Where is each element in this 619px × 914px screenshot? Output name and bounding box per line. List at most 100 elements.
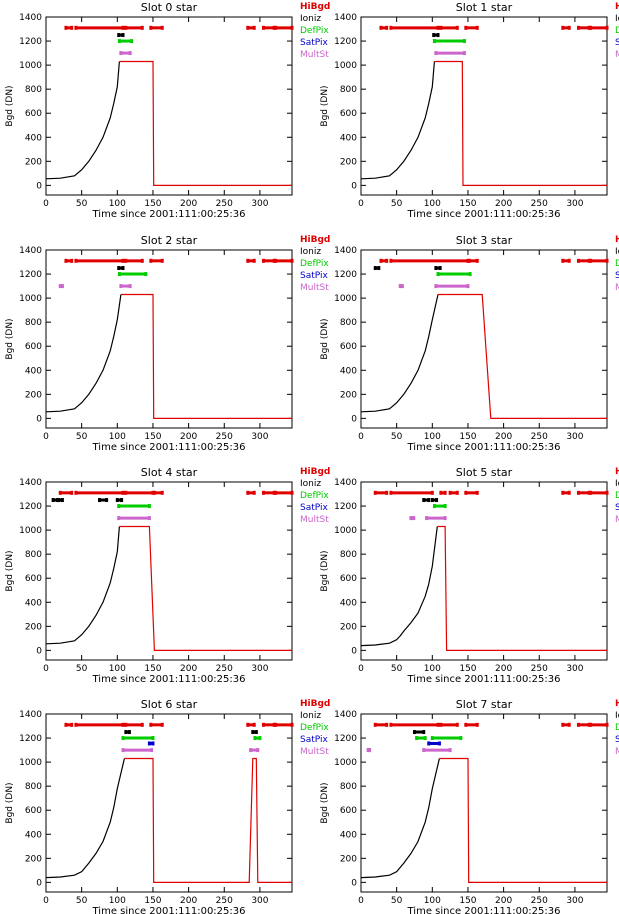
flag-bar-end-hibgd [455, 25, 459, 30]
y-tick-label: 400 [25, 133, 42, 143]
flag-bar-end-hibgd [373, 722, 377, 727]
flag-bar-end-defpix [117, 272, 121, 277]
flag-bar-end-hibgd [385, 25, 389, 30]
y-tick-label: 200 [25, 854, 42, 864]
plot-frame [45, 713, 293, 893]
x-tick-label: 200 [180, 432, 197, 442]
y-tick-label: 800 [340, 782, 357, 792]
flag-bar-end-hibgd [605, 25, 609, 30]
flag-bar-end-hibgd [605, 722, 609, 727]
flag-bar-end-multst [121, 748, 125, 753]
y-tick-label: 0 [351, 181, 357, 191]
x-tick-label: 100 [109, 896, 126, 906]
flag-bar-end-hibgd [121, 258, 125, 263]
y-tick-label: 800 [25, 85, 42, 95]
y-tick-label: 200 [25, 622, 42, 632]
legend-defpix: DefPix [615, 491, 619, 501]
x-tick-label: 150 [144, 664, 161, 674]
x-tick-label: 200 [495, 896, 512, 906]
x-tick-label: 50 [76, 896, 88, 906]
y-tick-label: 400 [25, 366, 42, 376]
x-tick-label: 300 [251, 432, 268, 442]
x-tick-label: 150 [459, 664, 476, 674]
flag-bar-end-hibgd [439, 722, 443, 727]
x-tick-label: 150 [144, 432, 161, 442]
flag-bar-end-hibgd [160, 490, 164, 495]
flag-bar-end-defpix [462, 39, 466, 44]
legend-defpix: DefPix [300, 26, 329, 36]
plot-title: Slot 1 star [456, 1, 513, 14]
x-tick-label: 100 [424, 432, 441, 442]
flag-bar-end-hibgd [124, 490, 128, 495]
legend-defpix: DefPix [300, 259, 329, 269]
legend-hibgd: HiBgd [300, 235, 330, 245]
flag-bar-end-hibgd [379, 258, 383, 263]
y-tick-label: 1400 [19, 13, 42, 23]
flag-bar-end-hibgd [467, 258, 471, 263]
y-tick-label: 1200 [19, 734, 42, 744]
y-axis-label: Bgd (DN) [320, 782, 330, 823]
legend-ioniz: Ioniz [300, 14, 321, 24]
y-tick-label: 800 [25, 782, 42, 792]
legend-satpix: SatPix [615, 38, 619, 48]
y-tick-label: 0 [351, 646, 357, 656]
y-tick-label: 1000 [19, 526, 42, 536]
flag-bar-end-defpix [117, 504, 121, 509]
flag-bar-end-hibgd [274, 258, 278, 263]
x-axis-label: Time since 2001:111:00:25:36 [407, 442, 561, 453]
flag-bar-end-hibgd [373, 490, 377, 495]
y-tick-label: 1200 [334, 270, 357, 280]
plot-frame [45, 481, 293, 661]
y-tick-label: 1400 [19, 478, 42, 488]
flag-bar-end-ioniz [117, 266, 121, 271]
x-tick-label: 50 [76, 199, 88, 209]
flag-bar-end-satpix [427, 741, 431, 746]
background-curve-nominal [45, 758, 125, 879]
plot-title: Slot 6 star [141, 698, 198, 711]
y-tick-label: 200 [340, 157, 357, 167]
flag-bar-end-hibgd [475, 490, 479, 495]
flag-bar-end-satpix [437, 741, 441, 746]
flag-bar-end-hibgd [589, 490, 593, 495]
flag-bar-end-multst [443, 516, 447, 521]
legend-satpix: SatPix [300, 735, 328, 745]
y-tick-label: 1200 [334, 734, 357, 744]
background-curve-flagged [438, 293, 607, 419]
x-tick-label: 150 [459, 896, 476, 906]
flag-bar-end-ioniz [427, 498, 431, 503]
flag-bar-end-defpix [459, 736, 463, 741]
y-tick-label: 400 [25, 598, 42, 608]
y-tick-label: 1200 [19, 270, 42, 280]
x-tick-label: 100 [424, 896, 441, 906]
y-tick-label: 600 [25, 109, 42, 119]
flag-bar-end-hibgd [379, 25, 383, 30]
legend-multst: MultSt [300, 515, 329, 525]
y-tick-label: 1200 [19, 37, 42, 47]
flag-bar-end-hibgd [70, 258, 74, 263]
background-curve-flagged [120, 293, 292, 419]
y-tick-label: 800 [25, 550, 42, 560]
legend-satpix: SatPix [300, 38, 328, 48]
flag-bar-end-hibgd [561, 25, 565, 30]
x-tick-label: 250 [216, 432, 233, 442]
x-tick-label: 100 [109, 199, 126, 209]
flag-bar-end-hibgd [443, 490, 447, 495]
y-tick-label: 1000 [334, 61, 357, 71]
flag-bar-end-defpix [130, 39, 134, 44]
flag-bar-end-satpix [147, 741, 151, 746]
legend-multst: MultSt [300, 50, 329, 60]
flag-bar-end-hibgd [261, 490, 265, 495]
y-tick-label: 1000 [334, 758, 357, 768]
x-tick-label: 100 [109, 664, 126, 674]
flag-bar-end-multst [398, 284, 402, 289]
x-tick-label: 250 [216, 896, 233, 906]
flag-bar-end-hibgd [252, 258, 256, 263]
legend-hibgd: HiBgd [300, 467, 330, 477]
flag-bar-end-hibgd [290, 25, 294, 30]
flag-bar-end-multst [128, 51, 132, 56]
flag-bar-end-multst [147, 516, 151, 521]
y-tick-label: 1000 [19, 294, 42, 304]
legend-ioniz: Ioniz [300, 479, 321, 489]
flag-bar-end-hibgd [576, 722, 580, 727]
flag-bar-end-multst [434, 51, 438, 56]
